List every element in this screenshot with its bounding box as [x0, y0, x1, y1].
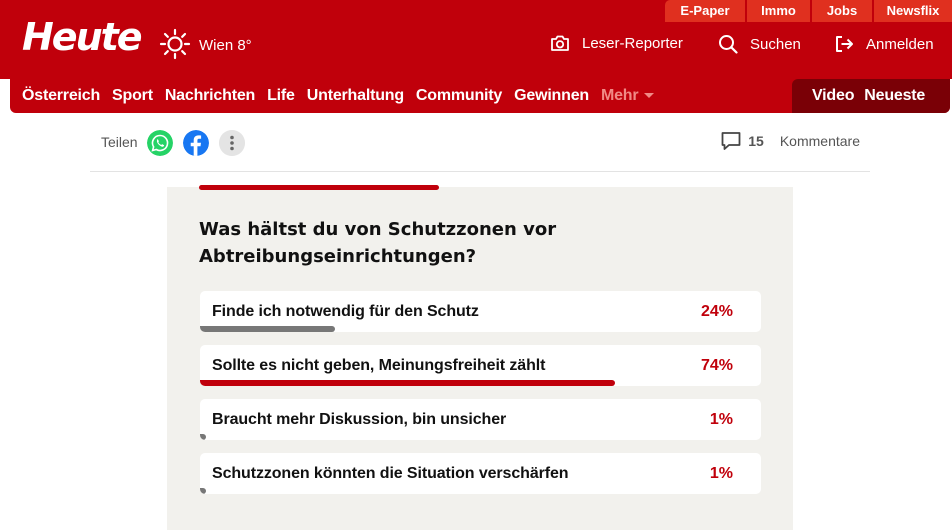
search-icon: [719, 35, 738, 54]
poll-widget: Was hältst du von Schutzzonen vor Abtrei…: [167, 185, 793, 530]
poll-option-label: Finde ich notwendig für den Schutz: [212, 303, 479, 320]
search-label: Suchen: [750, 35, 801, 53]
whatsapp-icon[interactable]: [147, 130, 173, 156]
poll-option-result-bar: [200, 488, 206, 494]
comment-icon: [721, 132, 741, 150]
chevron-down-icon: [644, 92, 655, 98]
share-label: Teilen: [101, 134, 138, 150]
service-link-jobs[interactable]: Jobs: [810, 0, 872, 22]
more-icon[interactable]: [219, 130, 245, 156]
poll-option-label: Schutzzonen könnten die Situation versch…: [212, 465, 569, 482]
poll-option-percent: 24%: [700, 303, 733, 320]
nav-item-video[interactable]: Video: [812, 87, 855, 104]
login-label: Anmelden: [866, 35, 934, 53]
nav-item-unterhaltung[interactable]: Unterhaltung: [306, 87, 404, 104]
site-header: Heute Wien 8° E-Paper Immo Jobs Newsflix…: [0, 0, 952, 79]
share-row: Teilen 15 Kommentare: [90, 121, 870, 172]
poll-option-label: Sollte es nicht geben, Meinungsfreiheit …: [212, 357, 546, 374]
service-link-epaper[interactable]: E-Paper: [665, 0, 745, 22]
poll-option[interactable]: Schutzzonen könnten die Situation versch…: [200, 453, 761, 494]
leser-reporter-button[interactable]: Leser-Reporter: [550, 34, 683, 52]
comments-link[interactable]: 15 Kommentare: [720, 130, 860, 152]
poll-option-result-bar: [200, 380, 616, 386]
nav-item-nachrichten[interactable]: Nachrichten: [164, 87, 256, 104]
nav-item-oesterreich[interactable]: Österreich: [22, 87, 101, 104]
site-logo[interactable]: Heute: [22, 15, 143, 59]
camera-icon: [551, 35, 569, 51]
nav-items: Österreich Sport Nachrichten Life Unterh…: [22, 79, 666, 113]
service-links: E-Paper Immo Jobs Newsflix: [665, 0, 952, 22]
poll-option-result-bar: [200, 434, 206, 440]
main-nav: Österreich Sport Nachrichten Life Unterh…: [10, 79, 950, 113]
poll-option[interactable]: Finde ich notwendig für den Schutz 24%: [200, 291, 761, 332]
poll-option-percent: 1%: [709, 411, 733, 428]
nav-item-gewinnen[interactable]: Gewinnen: [514, 87, 589, 104]
facebook-icon[interactable]: [183, 130, 209, 156]
comments-count: 15: [748, 133, 764, 149]
comments-label: Kommentare: [779, 133, 860, 149]
nav-item-life[interactable]: Life: [267, 87, 295, 104]
nav-item-community[interactable]: Community: [415, 87, 503, 104]
login-icon: [836, 36, 853, 52]
nav-item-sport[interactable]: Sport: [112, 87, 153, 104]
search-button[interactable]: Suchen: [718, 34, 801, 54]
poll-option-percent: 1%: [709, 465, 733, 482]
leser-reporter-label: Leser-Reporter: [582, 34, 683, 52]
nav-more-label: Mehr: [600, 87, 639, 104]
poll-option[interactable]: Sollte es nicht geben, Meinungsfreiheit …: [200, 345, 761, 386]
poll-option-percent: 74%: [700, 357, 733, 374]
poll-option-result-bar: [200, 326, 335, 332]
poll-option-label: Braucht mehr Diskussion, bin unsicher: [212, 411, 507, 428]
service-link-immo[interactable]: Immo: [745, 0, 810, 22]
poll-accent-bar: [199, 185, 439, 190]
nav-item-neueste[interactable]: Neueste: [864, 87, 926, 104]
poll-question: Was hältst du von Schutzzonen vor Abtrei…: [199, 219, 557, 267]
sun-icon: [159, 28, 191, 60]
login-button[interactable]: Anmelden: [834, 34, 934, 54]
nav-right: Video Neueste: [792, 79, 950, 113]
service-link-newsflix[interactable]: Newsflix: [872, 0, 952, 22]
nav-item-more[interactable]: Mehr: [600, 87, 655, 105]
poll-option[interactable]: Braucht mehr Diskussion, bin unsicher 1%: [200, 399, 761, 440]
weather-text[interactable]: Wien 8°: [199, 37, 252, 54]
